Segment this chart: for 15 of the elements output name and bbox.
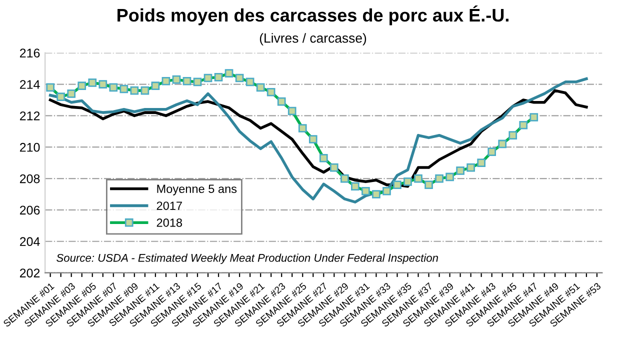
y-tick-label: 208 bbox=[20, 174, 40, 184]
y-tick-label: 204 bbox=[20, 237, 40, 246]
chart-title: Poids moyen des carcasses de porc aux É.-U. bbox=[118, 5, 508, 26]
y-tick-label: 214 bbox=[20, 80, 40, 89]
y-tick-label: 206 bbox=[20, 206, 40, 215]
y-tick-label: 210 bbox=[20, 142, 40, 152]
line-series bbox=[48, 77, 588, 204]
annotation: Source: USDA - Estimated Weekly Meat Production Under Federal Inspection bbox=[56, 254, 438, 264]
legend-label: Moyenne 5 ans bbox=[157, 184, 237, 196]
y-tick-label: 212 bbox=[20, 111, 40, 120]
legend-label: 2018 bbox=[156, 218, 182, 227]
y-tick-label: 216 bbox=[20, 48, 40, 58]
chart-subtitle: (Livres / carcasse) bbox=[260, 33, 366, 46]
legend-label: 2017 bbox=[156, 202, 182, 210]
y-tick-label: 202 bbox=[20, 268, 40, 278]
